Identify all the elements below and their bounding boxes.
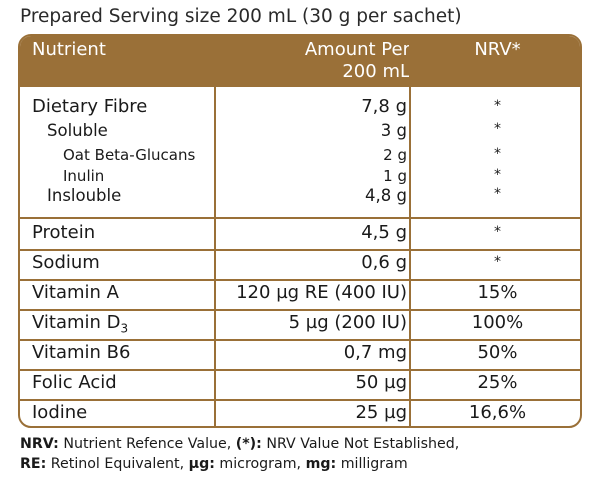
def-re: Retinol Equivalent, [46, 456, 189, 472]
row-name: Inslouble [47, 186, 122, 205]
row-name-subscript: 3 [120, 321, 129, 336]
row-amount: 1 g [383, 167, 407, 185]
row-name: Sodium [32, 252, 100, 273]
legend-footnote: NRV: Nutrient Refence Value, (*): NRV Va… [20, 434, 590, 474]
row-amount: 25 µg [355, 402, 407, 423]
column-divider-1 [214, 36, 216, 426]
row-name: Folic Acid [32, 372, 117, 393]
row-nrv: * [494, 167, 501, 183]
row-nrv: * [494, 121, 501, 137]
def-ug: microgram, [214, 456, 306, 472]
term-asterisk: (*): [235, 436, 262, 452]
header-amount: Amount Per 200 mL [220, 39, 410, 83]
row-name-text: Vitamin D [32, 312, 121, 333]
row-divider [20, 279, 580, 281]
header-amount-line2: 200 mL [342, 61, 410, 82]
row-name: Dietary Fibre [32, 96, 148, 117]
header-nrv: NRV* [474, 39, 521, 60]
row-name: Inulin [63, 167, 105, 185]
row-nrv: * [494, 98, 501, 114]
table-header: Nutrient Amount Per 200 mL NRV* [20, 36, 580, 87]
footnote-line-1: NRV: Nutrient Refence Value, (*): NRV Va… [20, 434, 590, 454]
row-name: Protein [32, 222, 96, 243]
row-nrv: 25% [477, 372, 518, 393]
row-amount: 5 µg (200 IU) [288, 312, 407, 333]
row-amount: 2 g [383, 146, 407, 164]
row-nrv: 16,6% [468, 402, 527, 423]
def-mg: milligram [336, 456, 408, 472]
row-amount: 0,7 mg [343, 342, 407, 363]
term-ug: µg: [188, 456, 215, 472]
row-divider [20, 369, 580, 371]
row-amount: 120 µg RE (400 IU) [236, 282, 407, 303]
row-nrv: 15% [477, 282, 518, 303]
row-name: Vitamin B6 [32, 342, 131, 363]
row-amount: 0,6 g [361, 252, 407, 273]
term-mg: mg: [305, 456, 337, 472]
row-name: Oat Beta-Glucans [63, 146, 196, 164]
row-name: Soluble [47, 121, 108, 140]
row-amount: 4,8 g [365, 186, 407, 205]
row-nrv: * [494, 186, 501, 202]
nutrition-table: Nutrient Amount Per 200 mL NRV* Dietary … [18, 34, 582, 428]
row-divider [20, 399, 580, 401]
row-amount: 4,5 g [361, 222, 407, 243]
row-divider [20, 339, 580, 341]
row-amount: 3 g [380, 121, 407, 140]
def-asterisk: NRV Value Not Established, [261, 436, 460, 452]
row-nrv: * [494, 254, 501, 270]
row-divider [20, 217, 580, 219]
row-nrv: 50% [477, 342, 518, 363]
term-nrv: NRV: [20, 436, 59, 452]
row-amount: 7,8 g [361, 96, 407, 117]
column-divider-2 [409, 36, 411, 426]
row-nrv: * [494, 224, 501, 240]
header-nutrient: Nutrient [32, 39, 106, 60]
serving-size-caption: Prepared Serving size 200 mL (30 g per s… [20, 6, 462, 27]
row-name: Vitamin D3 [32, 312, 128, 336]
row-nrv: 100% [471, 312, 524, 333]
row-divider [20, 309, 580, 311]
row-name: Vitamin A [32, 282, 119, 303]
footnote-line-2: RE: Retinol Equivalent, µg: microgram, m… [20, 454, 590, 474]
term-re: RE: [20, 456, 47, 472]
def-nrv: Nutrient Refence Value, [58, 436, 236, 452]
header-amount-line1: Amount Per [304, 39, 410, 60]
row-name: Iodine [32, 402, 88, 423]
row-nrv: * [494, 146, 501, 162]
row-divider [20, 249, 580, 251]
row-amount: 50 µg [355, 372, 407, 393]
